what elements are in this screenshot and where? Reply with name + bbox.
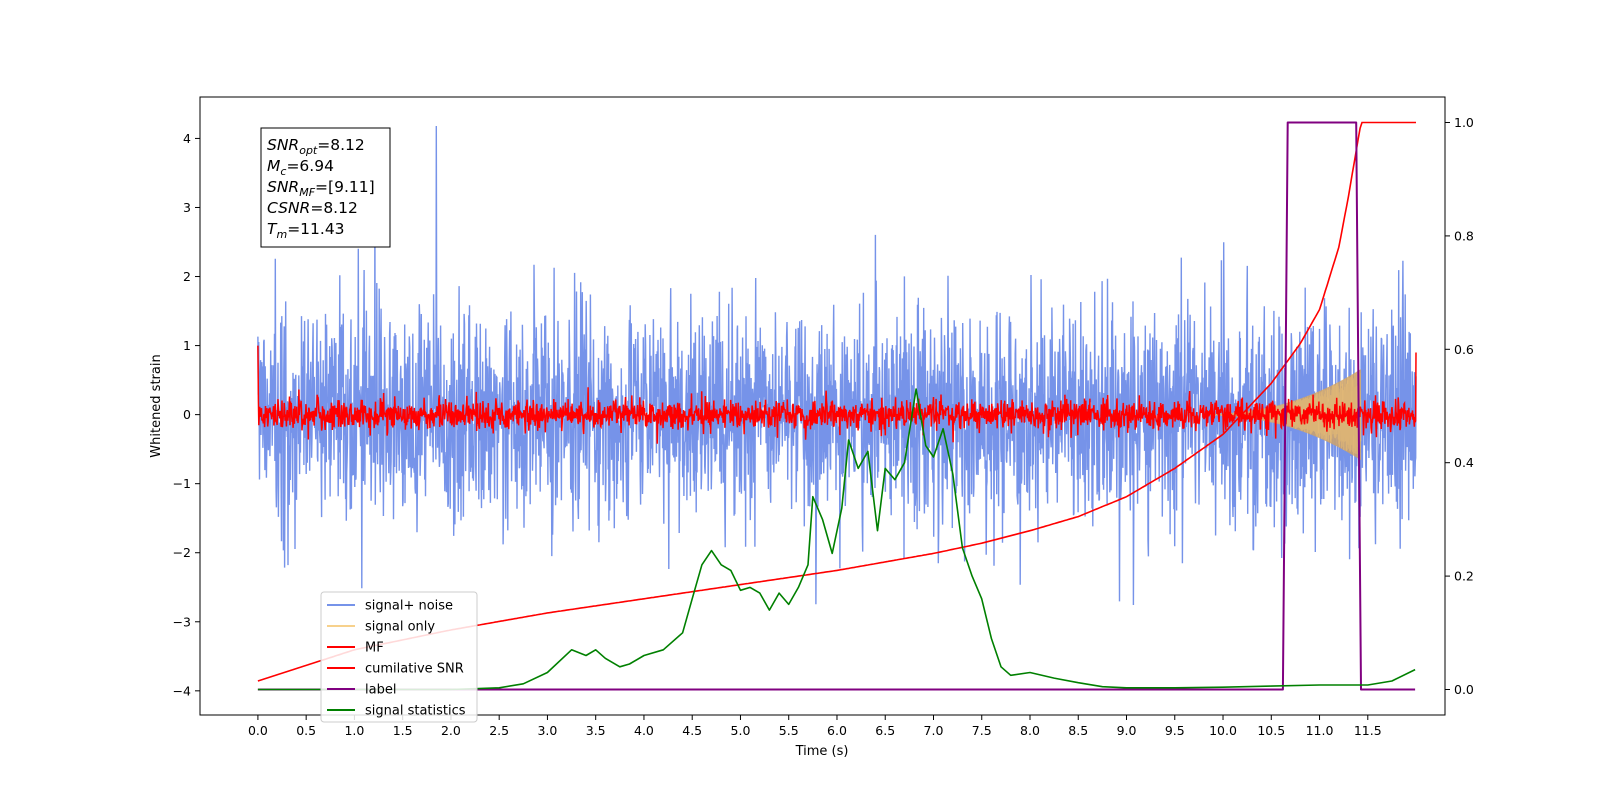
legend-entry: signal statistics: [365, 704, 466, 719]
x-tick-label: 9.0: [1117, 723, 1137, 738]
series-mf: [257, 345, 1417, 444]
y2-tick-label: 0.6: [1454, 342, 1474, 357]
stats-annotation-line: SNRopt=8.12: [267, 136, 365, 157]
x-tick-label: 3.5: [586, 723, 606, 738]
x-tick-label: 4.0: [634, 723, 654, 738]
stats-annotation-line: Tm=11.43: [267, 220, 345, 241]
y-tick-label: −2: [173, 545, 191, 560]
x-tick-label: 10.5: [1257, 723, 1285, 738]
x-tick-label: 1.5: [393, 723, 413, 738]
y2-tick-label: 0.2: [1454, 569, 1474, 584]
x-tick-label: 9.5: [1165, 723, 1185, 738]
x-tick-label: 3.0: [537, 723, 557, 738]
stats-annotation-line: Mc=6.94: [267, 157, 334, 178]
y2-tick-label: 0.8: [1454, 228, 1474, 243]
x-tick-label: 7.5: [972, 723, 992, 738]
stats-annotation-line: SNRMF=[9.11]: [267, 178, 375, 199]
series-signal-noise: [257, 125, 1417, 606]
y2-tick-label: 0.0: [1454, 682, 1474, 697]
x-tick-label: 0.0: [248, 723, 268, 738]
y-axis-left: 4 3 2 1 0 −1 −2 −3 −4: [173, 131, 200, 698]
legend: signal+ noise signal only MF cumilative SNR…: [320, 591, 478, 723]
y2-tick-label: 0.4: [1454, 455, 1474, 470]
legend-entry: MF: [365, 641, 384, 656]
stats-annotation-line: CSNR=8.12: [267, 199, 358, 217]
x-tick-label: 6.5: [875, 723, 895, 738]
x-axis-label: Time (s): [795, 744, 849, 759]
series-layer: [257, 121, 1417, 691]
legend-entry: signal+ noise: [365, 599, 453, 614]
y-tick-label: 4: [183, 131, 191, 146]
legend-entry: label: [365, 683, 396, 698]
x-tick-label: 2.5: [489, 723, 509, 738]
y-tick-label: −3: [173, 614, 191, 629]
legend-frame: [320, 591, 478, 723]
y-tick-label: 2: [183, 269, 191, 284]
x-tick-label: 1.0: [344, 723, 364, 738]
y-axis-right: 1.0 0.8 0.6 0.4 0.2 0.0: [1445, 115, 1474, 697]
x-tick-label: 5.5: [779, 723, 799, 738]
plot-frame: [199, 96, 1446, 716]
x-tick-label: 11.5: [1354, 723, 1382, 738]
x-tick-label: 4.5: [682, 723, 702, 738]
x-tick-label: 5.0: [731, 723, 751, 738]
legend-entry: cumilative SNR: [365, 662, 464, 677]
x-tick-label: 10.0: [1209, 723, 1237, 738]
x-tick-label: 0.5: [296, 723, 316, 738]
legend-entry: signal only: [365, 620, 435, 635]
y-axis-label: Whitened strain: [149, 354, 164, 457]
x-tick-label: 7.0: [924, 723, 944, 738]
x-tick-label: 8.5: [1068, 723, 1088, 738]
x-tick-label: 8.0: [1020, 723, 1040, 738]
x-tick-label: 2.0: [441, 723, 461, 738]
series-label: [257, 121, 1416, 691]
stats-annotation-frame: [260, 127, 391, 248]
y-tick-label: 1: [183, 338, 191, 353]
y-tick-label: 3: [183, 200, 191, 215]
x-tick-label: 6.0: [827, 723, 847, 738]
x-axis: 0.0 0.5 1.0 1.5 2.0 2.5 3.0 3.5 4.0 4.5 5.0 5.5 6.0 6…: [248, 715, 1382, 738]
y-tick-label: 0: [183, 407, 191, 422]
y-tick-label: −1: [173, 476, 191, 491]
series-signal-statistics: [257, 388, 1416, 691]
y-tick-label: −4: [173, 683, 191, 698]
x-tick-label: 11.0: [1306, 723, 1334, 738]
y2-tick-label: 1.0: [1454, 115, 1474, 130]
